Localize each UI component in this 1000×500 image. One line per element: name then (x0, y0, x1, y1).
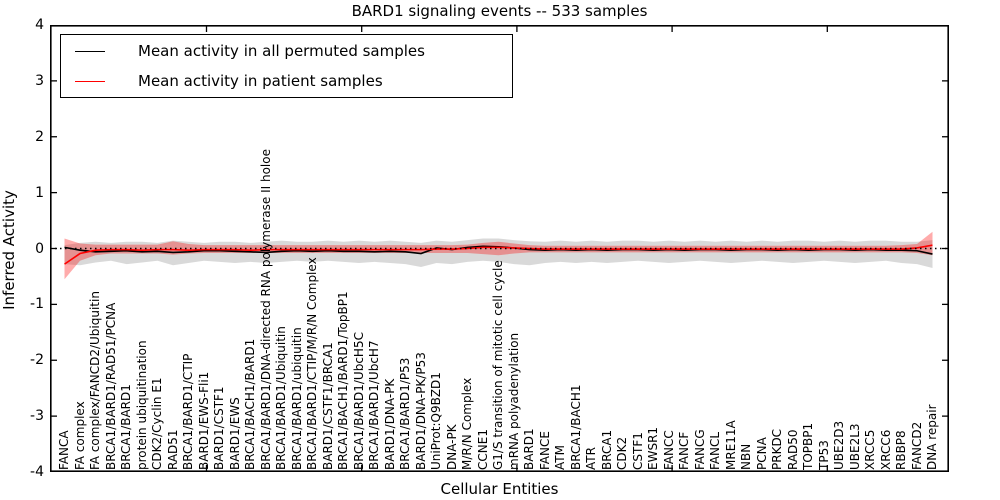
x-tick-label: UBE2D3 (832, 420, 846, 470)
x-tick-label: BARD1/DNA-PK/P53 (413, 352, 428, 470)
x-tick-label: ATM (553, 445, 567, 470)
x-tick-label: RAD51 (165, 429, 180, 470)
x-tick-label: FANCF (677, 431, 691, 470)
chart-title: BARD1 signaling events -- 533 samples (351, 2, 648, 20)
x-tick-label: CCNE1 (475, 429, 490, 470)
x-tick-label: BRCA1/BARD1/CTIP/M/R/N Complex (305, 257, 319, 470)
x-tick-label: UniProt:Q9BZD1 (429, 372, 443, 470)
x-tick-label: BRCA1/BACH1/BARD1/TopBP1 (336, 291, 350, 470)
y-tick-label: 1 (35, 184, 44, 201)
x-tick-label: PCNA (754, 437, 769, 470)
x-tick-label: BRCA1/BARD1/Ubiquitin (274, 326, 288, 470)
x-tick-label: FANCL (708, 431, 722, 470)
x-tick-label: BARD1/EWS (227, 397, 242, 470)
x-tick-label: FANCA (57, 430, 71, 470)
patient-line-sample-icon (75, 80, 105, 82)
x-tick-label: TP53 (816, 440, 831, 470)
x-tick-label: BARD1/CSTF1 (212, 386, 226, 470)
x-tick-label: BRCA1/BARD1 (119, 384, 133, 470)
y-tick-label: -4 (30, 464, 44, 480)
x-tick-label: UBE2L3 (847, 423, 862, 470)
patient-mean-line (64, 244, 933, 265)
x-tick-label: BARD1/DNA-PK (382, 378, 397, 470)
y-tick-label: 3 (35, 72, 44, 89)
legend-row-patient: Mean activity in patient samples (61, 66, 512, 96)
x-axis-label: Cellular Entities (440, 480, 559, 498)
plot-svg (50, 25, 949, 472)
x-tick-label: BRCA1/BARD1/P53 (398, 357, 412, 470)
x-tick-label: CSTF1 (630, 432, 645, 470)
y-tick-label: -1 (30, 296, 44, 313)
permuted-confidence-band (64, 238, 933, 269)
x-tick-label: FANCG (692, 429, 707, 470)
x-tick-label: M/R/N Complex (460, 377, 474, 470)
x-tick-label: BRCA1/BACH1/BARD1 (243, 338, 257, 470)
x-tick-label: G1/S transition of mitotic cell cycle (491, 260, 505, 470)
x-tick-label: XRCC5 (863, 429, 877, 470)
y-tick-label: 0 (35, 240, 44, 257)
x-tick-label: FA complex/FANCD2/Ubiquitin (88, 291, 102, 470)
x-tick-label: BRCA1/BARD1/ubiquitin (289, 327, 304, 470)
legend: Mean activity in all permuted samples Me… (60, 34, 513, 98)
x-tick-label: BARD1/EWS-Fli1 (196, 371, 211, 470)
x-tick-label: RAD50 (785, 429, 800, 470)
x-tick-label: DNA repair (925, 404, 939, 470)
x-tick-label: mRNA polyadenylation (506, 332, 521, 470)
x-tick-label: XRCC6 (878, 429, 893, 470)
y-tick-label: -3 (30, 408, 44, 425)
x-tick-label: BRCA1/BACH1 (568, 384, 583, 470)
y-tick-label: 2 (35, 128, 44, 145)
x-tick-label: FA complex (72, 401, 87, 470)
x-tick-label: BRCA1 (599, 429, 614, 470)
plot-area: FANCA FA complex FA complex/FANCD2/Ubiquit… (50, 25, 949, 472)
x-tick-label: ATR (584, 447, 598, 470)
x-tick-label: protein ubiquitination (134, 340, 149, 470)
legend-label-patient: Mean activity in patient samples (138, 72, 383, 90)
y-tick-label: 4 (35, 17, 44, 33)
x-tick-label: FANCE (537, 431, 552, 470)
x-tick-label: DNA-PK (444, 424, 459, 470)
x-tick-label: FANCD2 (909, 421, 924, 470)
permuted-line-sample-icon (75, 50, 105, 52)
legend-label-permuted: Mean activity in all permuted samples (138, 42, 425, 60)
x-tick-label: BARD1 (522, 428, 536, 470)
x-tick-label: BRCA1/BARD1/UbcH7 (367, 340, 381, 470)
x-tick-label: MRE11A (723, 420, 738, 470)
x-tick-label: BRCA1/BARD1/UbcH5C (351, 332, 366, 470)
x-tick-label: BRCA1/BARD1/DNA-directed RNA polymerase … (258, 149, 273, 470)
x-tick-label: BRCA1/BARD1/RAD51/PCNA (103, 302, 118, 470)
x-tick-label: RBBP8 (894, 430, 908, 470)
x-tick-label: CDK2/Cyclin E1 (150, 377, 164, 470)
x-tick-label: BARD1/CSTF1/BRCA1 (320, 342, 335, 470)
x-tick-label: FANCC (661, 430, 676, 470)
x-tick-label: TOPBP1 (801, 422, 815, 470)
x-tick-label: PRKDC (770, 428, 784, 470)
legend-row-permuted: Mean activity in all permuted samples (61, 36, 512, 66)
y-tick-label: -2 (30, 352, 44, 369)
x-tick-label: CDK2 (615, 436, 629, 470)
x-tick-label: EWSR1 (646, 426, 660, 470)
x-tick-label: BRCA1/BARD1/CTIP (181, 353, 195, 470)
x-tick-label: NBN (739, 443, 753, 470)
